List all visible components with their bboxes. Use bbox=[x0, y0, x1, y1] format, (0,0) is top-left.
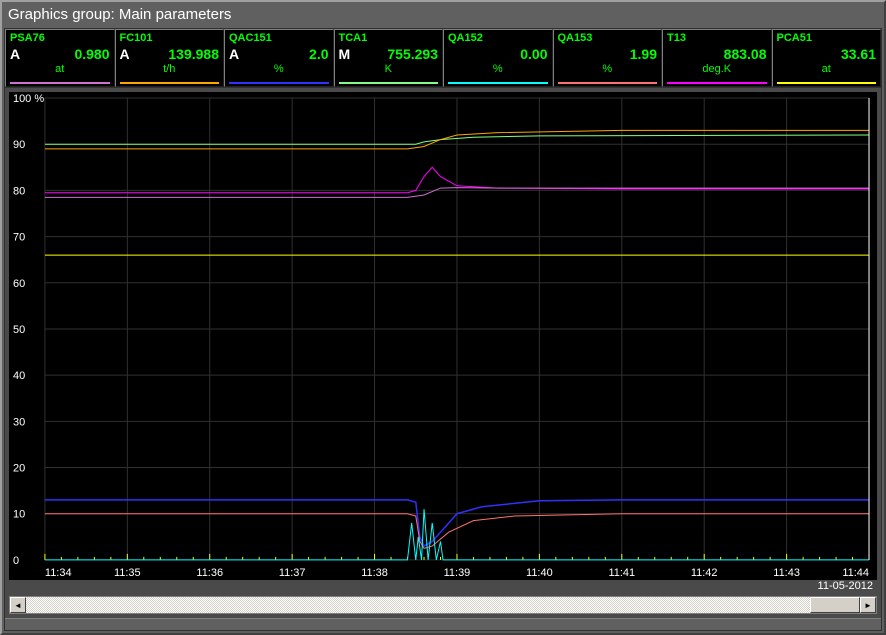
param-mode: A bbox=[229, 46, 239, 62]
param-color-bar bbox=[777, 82, 877, 84]
param-color-bar bbox=[667, 82, 767, 84]
param-unit: % bbox=[229, 63, 329, 75]
chart-area[interactable]: 0 10 20 30 40 50 60 70 80 90 100 % 11:34 11:35 11:36 1… bbox=[9, 92, 877, 580]
param-mode: A bbox=[10, 46, 20, 62]
svg-text:20: 20 bbox=[13, 463, 25, 475]
svg-text:11:42: 11:42 bbox=[691, 567, 718, 579]
param-box-pca51[interactable]: PCA51 33.61at bbox=[772, 29, 882, 87]
svg-text:90: 90 bbox=[13, 139, 25, 151]
param-color-bar bbox=[558, 82, 658, 84]
param-value: 0.00 bbox=[520, 46, 547, 62]
param-box-tca1[interactable]: TCA1 M 755.293K bbox=[334, 29, 444, 87]
param-box-qac151[interactable]: QAC151 A 2.0% bbox=[224, 29, 334, 87]
window-title: Graphics group: Main parameters bbox=[8, 6, 231, 23]
param-color-bar bbox=[120, 82, 220, 84]
svg-text:0: 0 bbox=[13, 555, 19, 567]
param-tag: QA152 bbox=[448, 32, 548, 44]
svg-text:80: 80 bbox=[13, 185, 25, 197]
param-box-qa153[interactable]: QA153 1.99% bbox=[553, 29, 663, 87]
scroll-track[interactable] bbox=[26, 597, 860, 613]
svg-text:11:40: 11:40 bbox=[526, 567, 553, 579]
scroll-thumb[interactable] bbox=[810, 597, 860, 613]
param-unit: K bbox=[339, 63, 439, 75]
param-value: 139.988 bbox=[168, 46, 219, 62]
param-value: 1.99 bbox=[630, 46, 657, 62]
param-tag: TCA1 bbox=[339, 32, 439, 44]
param-tag: QA153 bbox=[558, 32, 658, 44]
svg-text:10: 10 bbox=[13, 509, 25, 521]
svg-text:100 %: 100 % bbox=[13, 93, 44, 105]
parameter-row: PSA76A0.980atFC101A139.988t/hQAC151A2.0%… bbox=[5, 29, 881, 88]
param-color-bar bbox=[10, 82, 110, 84]
param-tag: QAC151 bbox=[229, 32, 329, 44]
date-label: 11-05-2012 bbox=[5, 580, 881, 594]
titlebar: Graphics group: Main parameters bbox=[2, 2, 884, 26]
svg-text:11:35: 11:35 bbox=[114, 567, 141, 579]
param-mode: A bbox=[120, 46, 130, 62]
param-value: 755.293 bbox=[387, 46, 438, 62]
svg-text:11:43: 11:43 bbox=[773, 567, 800, 579]
param-box-psa76[interactable]: PSA76 A 0.980at bbox=[5, 29, 115, 87]
svg-text:40: 40 bbox=[13, 370, 25, 382]
svg-text:11:38: 11:38 bbox=[361, 567, 388, 579]
param-tag: FC101 bbox=[120, 32, 220, 44]
scroll-left-button[interactable]: ◄ bbox=[10, 597, 26, 613]
param-value: 0.980 bbox=[74, 46, 109, 62]
svg-text:70: 70 bbox=[13, 232, 25, 244]
svg-text:11:41: 11:41 bbox=[608, 567, 635, 579]
param-mode: M bbox=[339, 46, 351, 62]
scroll-right-button[interactable]: ► bbox=[860, 597, 876, 613]
param-color-bar bbox=[339, 82, 439, 84]
param-tag: PCA51 bbox=[777, 32, 877, 44]
param-color-bar bbox=[448, 82, 548, 84]
param-tag: T13 bbox=[667, 32, 767, 44]
param-tag: PSA76 bbox=[10, 32, 110, 44]
svg-text:30: 30 bbox=[13, 416, 25, 428]
param-unit: t/h bbox=[120, 63, 220, 75]
bottom-bevel bbox=[5, 618, 881, 630]
param-unit: deg.K bbox=[667, 63, 767, 75]
param-unit: % bbox=[448, 63, 548, 75]
horizontal-scrollbar[interactable]: ◄ ► bbox=[9, 596, 877, 614]
trend-chart: 0 10 20 30 40 50 60 70 80 90 100 % 11:34 11:35 11:36 1… bbox=[9, 92, 877, 580]
param-box-qa152[interactable]: QA152 0.00% bbox=[443, 29, 553, 87]
param-box-fc101[interactable]: FC101 A 139.988t/h bbox=[115, 29, 225, 87]
trend-window: Graphics group: Main parameters PSA76 A 0.… bbox=[0, 0, 886, 635]
param-unit: at bbox=[777, 63, 877, 75]
svg-text:11:37: 11:37 bbox=[279, 567, 306, 579]
param-value: 883.08 bbox=[724, 46, 767, 62]
svg-text:11:34: 11:34 bbox=[45, 567, 72, 579]
param-color-bar bbox=[229, 82, 329, 84]
svg-text:50: 50 bbox=[13, 324, 25, 336]
param-unit: % bbox=[558, 63, 658, 75]
svg-text:60: 60 bbox=[13, 278, 25, 290]
svg-text:11:44: 11:44 bbox=[842, 567, 869, 579]
param-value: 33.61 bbox=[841, 46, 876, 62]
svg-text:11:36: 11:36 bbox=[196, 567, 223, 579]
svg-text:11:39: 11:39 bbox=[444, 567, 471, 579]
param-box-t13[interactable]: T13 883.08deg.K bbox=[662, 29, 772, 87]
content-area: PSA76A0.980atFC101A139.988t/hQAC151A2.0%… bbox=[4, 28, 882, 631]
param-value: 2.0 bbox=[309, 46, 328, 62]
param-unit: at bbox=[10, 63, 110, 75]
